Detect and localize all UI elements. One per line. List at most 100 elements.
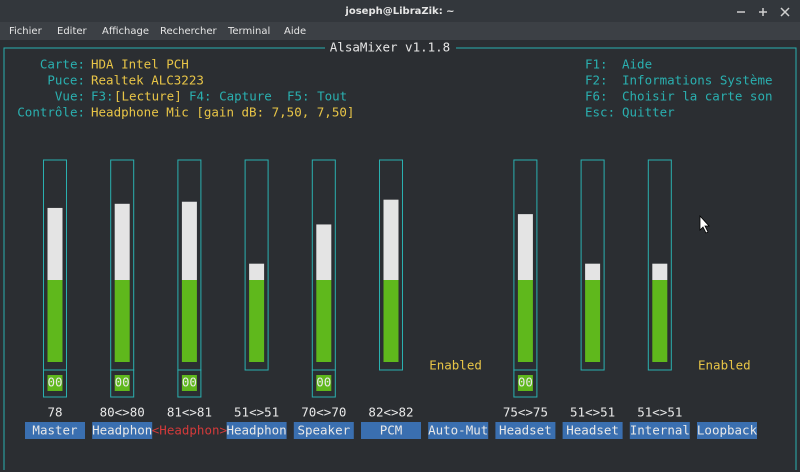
mute-state: 00: [518, 375, 533, 390]
channel-name[interactable]: Headphon: [226, 423, 286, 438]
key: F6:: [585, 89, 608, 104]
key-action: Informations Système: [622, 73, 773, 88]
mute-frame: [311, 369, 336, 398]
volume-bar-frame: [244, 159, 269, 371]
mute-frame: [110, 369, 135, 398]
level-label: 80<>80: [100, 405, 145, 420]
volume-bar-high: [585, 263, 601, 280]
menu-item[interactable]: Fichier: [9, 26, 43, 37]
mute-state: 00: [47, 375, 62, 390]
window-title: joseph@LibraZik: ~: [344, 6, 454, 17]
volume-bar-low: [316, 280, 332, 362]
volume-bar-high: [47, 207, 63, 280]
volume-bar-low: [47, 280, 63, 362]
channel-name-bg: [92, 422, 153, 439]
level-label: 82<>82: [368, 405, 413, 420]
volume-bar-frame: [647, 159, 672, 371]
menu-item[interactable]: Aide: [284, 26, 306, 37]
mixer-frame: [3, 47, 797, 470]
level-label: 51<>51: [570, 405, 615, 420]
channel-name-bg: [226, 422, 287, 439]
menu-item[interactable]: Terminal: [227, 26, 270, 37]
channel-name-bg: [495, 422, 556, 439]
volume-bar-low: [249, 280, 265, 362]
volume-bar-frame: [580, 159, 605, 371]
mute-bg: [47, 375, 63, 391]
view-key: F4: Capture: [189, 89, 272, 104]
menu-item[interactable]: Editer: [57, 26, 88, 37]
level-label: 75<>75: [503, 405, 548, 420]
view-current: [Lecture]: [114, 89, 182, 104]
channel-name[interactable]: <Headphon>: [152, 423, 227, 438]
volume-bar-low: [114, 280, 130, 362]
level-label: 78: [47, 405, 62, 420]
mute-bg: [517, 375, 533, 391]
channel-name-bg: [697, 422, 757, 439]
channel-name[interactable]: Speaker: [297, 423, 350, 438]
mute-frame: [177, 369, 202, 398]
level-label: 70<>70: [301, 405, 346, 420]
channel-name[interactable]: PCM: [380, 423, 403, 438]
switch-state: Enabled: [698, 358, 751, 373]
channel-name-bg: [361, 422, 421, 439]
info-label: Puce:: [47, 73, 85, 88]
info-value: HDA Intel PCH: [91, 57, 189, 72]
volume-bar-high: [249, 263, 265, 280]
view-key: F3:: [91, 89, 114, 104]
key: F1:: [585, 57, 608, 72]
volume-bar-low: [652, 280, 668, 362]
level-label: 81<>81: [167, 405, 212, 420]
channel-name[interactable]: Auto-Mut: [428, 423, 488, 438]
mute-state: 00: [316, 375, 331, 390]
mute-bg: [114, 375, 130, 391]
mouse-cursor: [699, 214, 710, 234]
title-bar: [0, 0, 800, 22]
channel-name[interactable]: Internal: [630, 423, 690, 438]
info-value: Realtek ALC3223: [91, 73, 204, 88]
menu-item[interactable]: Rechercher: [160, 26, 218, 37]
level-label: 51<>51: [637, 405, 682, 420]
info-value: Headphone Mic [gain dB: 7,50, 7,50]: [91, 105, 354, 120]
channel-name[interactable]: Master: [32, 423, 78, 438]
level-label: 51<>51: [234, 405, 279, 420]
volume-bar-low: [585, 280, 601, 362]
volume-bar-high: [517, 214, 533, 280]
window-controls[interactable]: [737, 7, 790, 17]
volume-bar-high: [383, 199, 399, 280]
channel-name-bg: [25, 422, 85, 439]
channel-name[interactable]: Loopback: [697, 423, 758, 438]
info-label: Carte:: [40, 57, 85, 72]
volume-bar-high: [652, 263, 668, 280]
key: F2:: [585, 73, 608, 88]
key-action: Quitter: [622, 105, 675, 120]
mute-state: 00: [182, 375, 197, 390]
info-label: Vue:: [55, 89, 85, 104]
channel-name-bg: [293, 422, 354, 439]
mute-frame: [513, 369, 538, 398]
mute-bg: [181, 375, 197, 391]
volume-bar-high: [114, 203, 130, 280]
channel-name[interactable]: Headphon: [92, 423, 152, 438]
volume-bar-high: [181, 201, 197, 280]
channel-name-bg: [428, 422, 489, 439]
switch-state: Enabled: [429, 358, 482, 373]
volume-bar-low: [181, 280, 197, 362]
volume-bar-low: [517, 280, 533, 362]
menu-item[interactable]: Affichage: [102, 26, 149, 37]
key-action: Choisir la carte son: [622, 89, 773, 104]
volume-bar-low: [383, 280, 399, 362]
volume-bar-high: [316, 224, 332, 280]
mute-frame: [43, 369, 67, 398]
volume-bar-frame: [379, 159, 403, 371]
view-key: F5: Tout: [287, 89, 347, 104]
channel-name-bg: [562, 422, 623, 439]
mute-bg: [316, 375, 332, 391]
channel-name[interactable]: Headset: [566, 423, 619, 438]
channel-name-bg: [629, 422, 690, 439]
channel-name[interactable]: Headset: [499, 423, 552, 438]
key-action: Aide: [622, 57, 652, 72]
mixer-title: AlsaMixer v1.1.8: [330, 40, 450, 55]
info-label: Contrôle:: [17, 105, 85, 120]
